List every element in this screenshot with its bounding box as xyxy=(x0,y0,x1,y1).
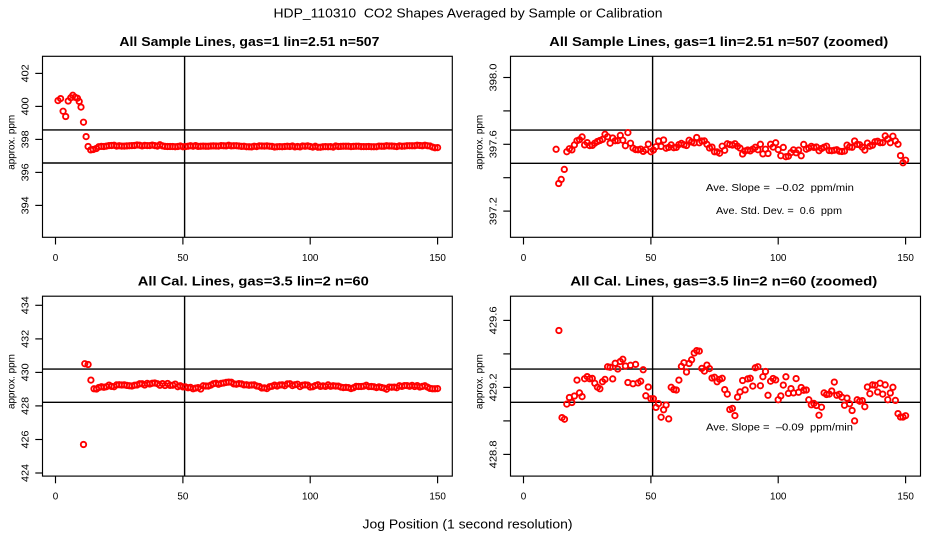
svg-text:400: 400 xyxy=(20,97,31,116)
svg-text:396: 396 xyxy=(20,163,31,182)
svg-text:430: 430 xyxy=(20,363,31,382)
svg-text:402: 402 xyxy=(20,64,31,82)
svg-text:100: 100 xyxy=(770,492,787,503)
svg-text:Jog Position (1 second resolut: Jog Position (1 second resolution) xyxy=(363,518,573,532)
svg-text:0: 0 xyxy=(521,492,527,503)
svg-text:50: 50 xyxy=(177,253,188,264)
svg-text:150: 150 xyxy=(429,492,446,503)
svg-text:429.6: 429.6 xyxy=(488,306,499,335)
svg-text:approx. ppm: approx. ppm xyxy=(7,115,18,170)
svg-text:150: 150 xyxy=(897,253,914,264)
svg-text:428: 428 xyxy=(20,396,31,415)
svg-text:432: 432 xyxy=(20,330,31,348)
svg-text:429.2: 429.2 xyxy=(488,373,499,401)
svg-text:All Sample Lines, gas=1 lin=2.: All Sample Lines, gas=1 lin=2.51 n=507 xyxy=(119,35,379,49)
svg-text:426: 426 xyxy=(20,430,31,449)
svg-text:All Cal. Lines, gas=3.5 lin=2: All Cal. Lines, gas=3.5 lin=2 n=60 xyxy=(138,275,369,289)
svg-text:0: 0 xyxy=(521,253,527,264)
svg-text:50: 50 xyxy=(645,253,656,264)
svg-text:approx. ppm: approx. ppm xyxy=(475,354,486,409)
svg-text:397.6: 397.6 xyxy=(488,130,499,159)
svg-text:398.0: 398.0 xyxy=(488,63,499,92)
svg-text:0: 0 xyxy=(53,253,59,264)
svg-text:150: 150 xyxy=(897,492,914,503)
svg-text:All Cal. Lines, gas=3.5 lin=2: All Cal. Lines, gas=3.5 lin=2 n=60 (zoom… xyxy=(570,275,877,289)
svg-text:434: 434 xyxy=(20,296,31,315)
svg-text:0: 0 xyxy=(53,492,59,503)
svg-text:approx. ppm: approx. ppm xyxy=(475,115,486,170)
svg-text:Ave. Slope = –0.09 ppm/min: Ave. Slope = –0.09 ppm/min xyxy=(706,422,853,433)
svg-text:397.2: 397.2 xyxy=(488,197,499,225)
svg-text:Ave. Std. Dev. = 0.6 ppm: Ave. Std. Dev. = 0.6 ppm xyxy=(716,206,842,217)
svg-text:All Sample Lines, gas=1 lin=2.: All Sample Lines, gas=1 lin=2.51 n=507 (… xyxy=(549,35,888,49)
svg-text:150: 150 xyxy=(429,253,446,264)
svg-text:424: 424 xyxy=(20,463,31,482)
svg-text:398: 398 xyxy=(20,130,31,149)
svg-text:approx. ppm: approx. ppm xyxy=(7,354,18,409)
svg-text:100: 100 xyxy=(302,492,319,503)
svg-text:428.8: 428.8 xyxy=(488,440,499,469)
svg-text:394: 394 xyxy=(20,196,31,215)
svg-text:100: 100 xyxy=(770,253,787,264)
svg-text:HDP_110310 CO2 Shapes Average: HDP_110310 CO2 Shapes Averaged by Sample… xyxy=(274,7,663,21)
svg-text:100: 100 xyxy=(302,253,319,264)
svg-text:Ave. Slope = –0.02 ppm/min: Ave. Slope = –0.02 ppm/min xyxy=(706,183,854,194)
svg-text:50: 50 xyxy=(177,492,188,503)
svg-text:50: 50 xyxy=(645,492,656,503)
